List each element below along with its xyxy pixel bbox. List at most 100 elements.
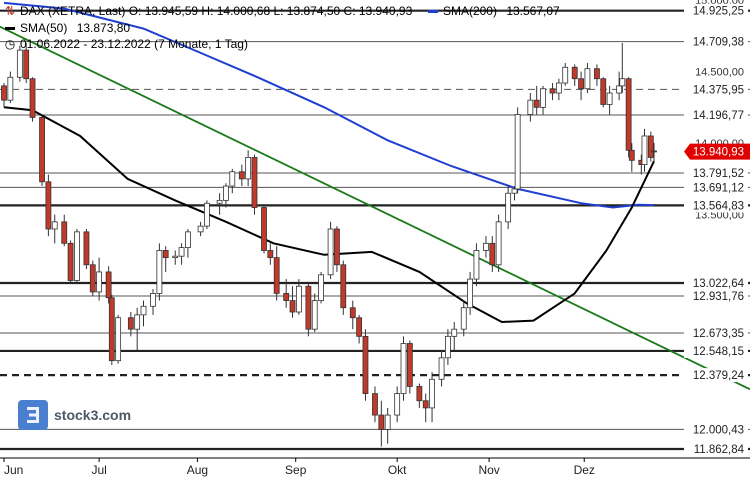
candle-body	[238, 171, 245, 180]
y-tick-label: 14.500,00	[695, 67, 744, 79]
x-tick-label: Aug	[187, 463, 208, 477]
candle-body	[606, 92, 613, 105]
level-label-bg	[684, 107, 748, 122]
candle-body	[178, 247, 185, 257]
candle-body	[295, 285, 302, 313]
trendline	[0, 25, 750, 391]
candle-body	[318, 274, 324, 301]
candle-body	[578, 78, 584, 90]
level-label: 12.379,24	[693, 370, 745, 382]
candle-body	[540, 88, 546, 108]
candle-body	[334, 228, 340, 266]
candle-body	[378, 414, 385, 430]
level-label: 14.925,25	[693, 6, 744, 18]
candle-body	[460, 307, 467, 330]
legend-line3: ◷ 01.06.2022 - 23.12.2022 (7 Monate, 1 Ta…	[4, 37, 248, 51]
candle-body	[514, 114, 521, 190]
y-tick-label: 15.000,00	[695, 0, 744, 7]
candle-body	[473, 250, 480, 280]
candle-body	[594, 68, 600, 80]
candle-body	[584, 68, 591, 90]
candle-body	[356, 317, 363, 337]
candle-body	[651, 150, 657, 153]
level-label-bg	[684, 442, 748, 457]
candle-body	[571, 66, 578, 80]
level-label-bg	[684, 180, 748, 195]
legend-sma50-label: SMA(50)	[20, 21, 68, 35]
candle-body	[223, 185, 229, 201]
level-label: 13.691,12	[693, 182, 744, 194]
candle-body	[445, 335, 451, 359]
candle-body	[229, 171, 236, 187]
level-label: 12.931,76	[693, 291, 744, 303]
candle-body	[39, 116, 45, 183]
sma50-line	[3, 106, 655, 324]
candle-body	[108, 297, 115, 362]
candle-body	[555, 82, 562, 94]
level-label-bg	[684, 82, 748, 97]
x-tick-label: Sep	[285, 463, 307, 477]
level-label-bg	[684, 422, 748, 437]
candle-body	[416, 386, 423, 402]
sma200-layer	[3, 1, 655, 209]
candle-body	[562, 66, 569, 84]
candle-body	[495, 221, 502, 266]
candle-body	[394, 393, 401, 416]
candle-body	[140, 305, 147, 316]
candle-body	[45, 181, 52, 230]
candle-body	[197, 225, 204, 233]
sma50-layer	[3, 106, 655, 324]
level-label-bg	[684, 276, 748, 291]
candle-body	[483, 242, 489, 251]
legend-line1: ⇅ DAX (XETRA, Last) O: 13.945,59 H: 14.00…	[4, 4, 560, 18]
candle-body	[273, 257, 280, 294]
candle-body	[628, 149, 635, 161]
candle-body	[67, 242, 74, 281]
candle-body	[261, 207, 267, 251]
candle-body	[327, 228, 334, 276]
candle-body	[527, 99, 534, 115]
candle-body	[438, 357, 445, 380]
candle-body	[61, 221, 68, 244]
y-tick-label: 13.500,00	[695, 210, 744, 222]
candle-body	[400, 343, 407, 394]
candle-body	[204, 202, 210, 227]
candle-body	[451, 328, 458, 337]
candle-body	[283, 293, 290, 301]
level-label: 14.196,77	[693, 110, 744, 122]
sma200-line	[3, 1, 655, 209]
candle-body	[267, 250, 274, 259]
current-price-tag	[684, 143, 750, 160]
candle-body	[340, 264, 347, 309]
candle-body	[74, 231, 80, 281]
candle-body	[96, 271, 103, 293]
candle-body	[625, 78, 632, 151]
candle-body	[362, 335, 369, 394]
candle-body	[641, 135, 648, 165]
level-label: 12.000,43	[693, 424, 744, 436]
x-tick-label: Jun	[4, 463, 23, 477]
x-tick-label: Nov	[478, 463, 499, 477]
candle-body	[245, 157, 252, 180]
candle-body	[83, 231, 90, 266]
candle-body	[289, 300, 296, 313]
candle-body	[23, 49, 30, 80]
candle-body	[429, 378, 435, 409]
candle-body	[600, 78, 607, 105]
candle-body	[172, 255, 179, 259]
candle-body	[467, 278, 473, 309]
candles-icon: ⇅	[4, 4, 16, 18]
candle-body	[349, 307, 356, 319]
level-label-bg	[684, 343, 748, 358]
level-label: 11.862,84	[694, 444, 745, 456]
candle-body	[406, 343, 413, 387]
candle-body	[51, 221, 58, 230]
trendline-layer	[0, 25, 750, 391]
candle-body	[305, 285, 312, 330]
candle-body	[549, 88, 556, 94]
candle-body	[89, 264, 96, 293]
candle-body	[372, 393, 378, 416]
candle-body	[311, 300, 318, 330]
x-tick-label: Jul	[91, 463, 106, 477]
